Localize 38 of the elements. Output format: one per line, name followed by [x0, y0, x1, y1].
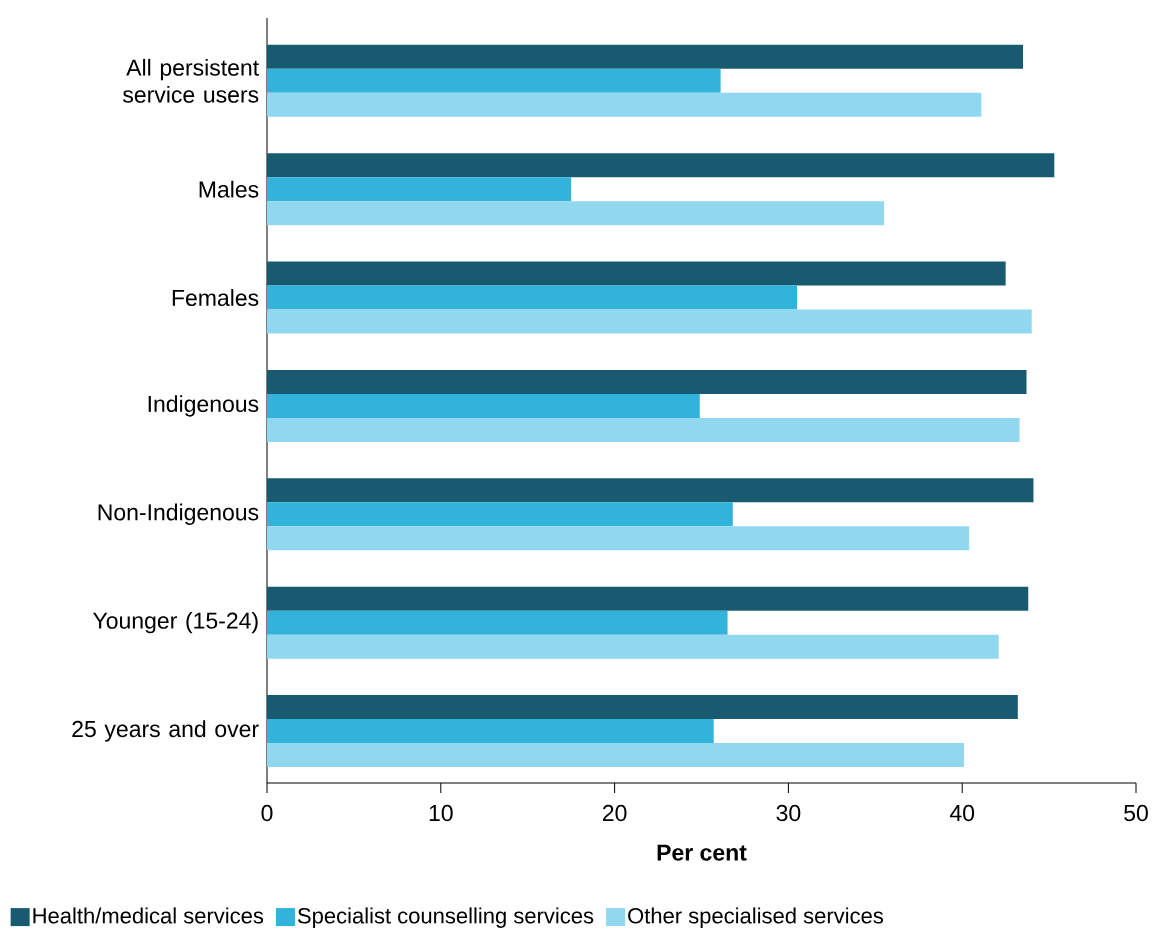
bar	[267, 634, 999, 659]
y-tick-label: Females	[172, 289, 259, 306]
bar	[267, 68, 721, 93]
legend-label: Specialist counselling services	[297, 907, 594, 928]
bar	[267, 261, 1006, 286]
y-tick-label: All persistent service users	[123, 58, 259, 103]
bar	[267, 502, 733, 527]
x-tick-label: 20	[602, 804, 627, 822]
bar	[267, 526, 970, 551]
legend-label: Health/medical services	[33, 907, 264, 924]
x-tick-label: 50	[1124, 804, 1148, 822]
bar	[267, 417, 1020, 442]
bar	[267, 694, 1018, 719]
bar	[267, 44, 1024, 69]
bar	[267, 153, 1055, 178]
bar	[267, 478, 1034, 503]
x-tick-label: 10	[429, 804, 453, 822]
x-tick-label: 40	[949, 804, 975, 822]
x-axis-title: Per cent	[657, 844, 747, 861]
bar	[267, 586, 1029, 611]
bar	[267, 92, 982, 117]
bar	[267, 742, 964, 767]
y-tick-label: Non-Indigenous	[98, 503, 259, 525]
bar	[267, 285, 798, 310]
bar	[267, 309, 1032, 334]
y-tick-label: 25 years and over	[72, 720, 259, 742]
bar	[267, 201, 884, 226]
y-tick-label: Males	[199, 180, 259, 198]
y-tick-label: Younger (15-24)	[92, 611, 258, 634]
bar	[267, 718, 714, 743]
bar	[267, 393, 700, 418]
x-tick-label: 0	[261, 804, 273, 822]
bar	[267, 369, 1027, 394]
y-tick-label: Indigenous	[148, 395, 259, 417]
bar	[267, 177, 572, 202]
legend-label: Other specialised services	[628, 907, 884, 928]
bar	[267, 610, 728, 635]
x-tick-label: 30	[776, 804, 801, 822]
